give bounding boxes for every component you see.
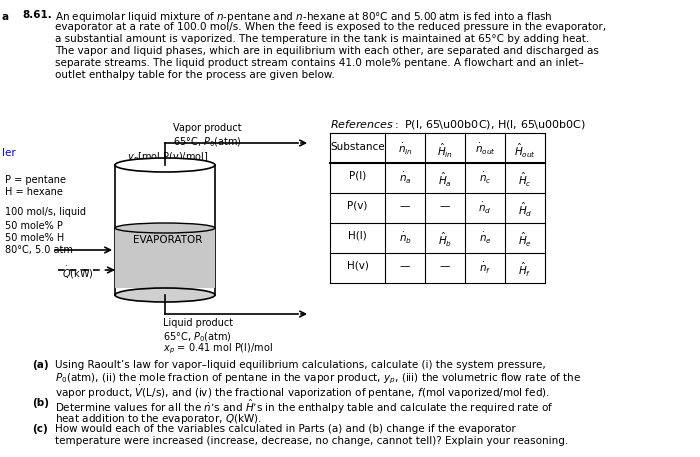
Text: $\it{References:}$ P(l, 65\u00b0C), H(l, 65\u00b0C): $\it{References:}$ P(l, 65\u00b0C), H(l,…: [330, 118, 586, 131]
Text: 50 mole% H: 50 mole% H: [5, 233, 64, 243]
Text: 100 mol/s, liquid: 100 mol/s, liquid: [5, 207, 86, 217]
Text: $\hat{H}_{in}$: $\hat{H}_{in}$: [437, 142, 453, 160]
Text: $\dot{Q}$(kW): $\dot{Q}$(kW): [62, 265, 94, 281]
Text: H(l): H(l): [348, 231, 367, 241]
Text: 8.61.: 8.61.: [22, 10, 52, 20]
Text: $\hat{H}_f$: $\hat{H}_f$: [518, 261, 532, 279]
Text: $\dot{n}_{in}$: $\dot{n}_{in}$: [398, 142, 412, 157]
Text: ler: ler: [2, 148, 15, 158]
Text: (a): (a): [32, 360, 48, 370]
Text: 80°C, 5.0 atm: 80°C, 5.0 atm: [5, 245, 73, 255]
Text: evaporator at a rate of 100.0 mol/s. When the feed is exposed to the reduced pre: evaporator at a rate of 100.0 mol/s. Whe…: [55, 22, 606, 32]
Text: An equimolar liquid mixture of $n$-pentane and $n$-hexane at 80°C and 5.00 atm i: An equimolar liquid mixture of $n$-penta…: [55, 10, 552, 24]
Text: a: a: [2, 12, 9, 22]
Text: $\dot{n}_b$: $\dot{n}_b$: [398, 231, 412, 246]
Text: FLASH: FLASH: [151, 223, 185, 233]
Text: How would each of the variables calculated in Parts (a) and (b) change if the ev: How would each of the variables calculat…: [55, 424, 516, 434]
Text: $x_p$ = 0.41 mol P(l)/mol: $x_p$ = 0.41 mol P(l)/mol: [163, 342, 273, 356]
Text: H(v): H(v): [346, 261, 368, 271]
Text: Using Raoult’s law for vapor–liquid equilibrium calculations, calculate (i) the : Using Raoult’s law for vapor–liquid equi…: [55, 360, 546, 370]
Text: —: —: [440, 261, 450, 271]
Text: $\hat{H}_{out}$: $\hat{H}_{out}$: [514, 142, 536, 160]
Text: vapor product, $\dot{V}$(L/s), and (iv) the fractional vaporization of pentane, : vapor product, $\dot{V}$(L/s), and (iv) …: [55, 384, 550, 401]
Ellipse shape: [115, 288, 215, 302]
Text: $\hat{H}_b$: $\hat{H}_b$: [438, 231, 452, 249]
Text: $\dot{n}_e$: $\dot{n}_e$: [479, 231, 491, 246]
Ellipse shape: [115, 223, 215, 233]
Text: $\hat{H}_d$: $\hat{H}_d$: [518, 201, 532, 219]
Text: temperature were increased (increase, decrease, no change, cannot tell)? Explain: temperature were increased (increase, de…: [55, 436, 568, 446]
Text: $\dot{n}_c$: $\dot{n}_c$: [479, 171, 491, 186]
Text: outlet enthalpy table for the process are given below.: outlet enthalpy table for the process ar…: [55, 70, 335, 80]
Text: $\dot{n}_{out}$: $\dot{n}_{out}$: [475, 142, 496, 157]
Text: —: —: [400, 201, 410, 211]
Text: $P_0$(atm), (ii) the mole fraction of pentane in the vapor product, $y_p$, (iii): $P_0$(atm), (ii) the mole fraction of pe…: [55, 372, 581, 387]
Text: separate streams. The liquid product stream contains 41.0 mole% pentane. A flowc: separate streams. The liquid product str…: [55, 58, 584, 68]
Bar: [115, 228, 215, 288]
Text: Vapor product: Vapor product: [173, 123, 242, 133]
Text: 65°C, $P_0$(atm): 65°C, $P_0$(atm): [163, 330, 232, 344]
Text: (b): (b): [32, 398, 49, 408]
Text: Liquid product: Liquid product: [163, 318, 233, 328]
Text: —: —: [440, 201, 450, 211]
Text: $\hat{H}_e$: $\hat{H}_e$: [518, 231, 532, 249]
Text: The vapor and liquid phases, which are in equilibrium with each other, are separ: The vapor and liquid phases, which are i…: [55, 46, 599, 56]
Text: EVAPORATOR: EVAPORATOR: [133, 235, 203, 245]
Text: a substantial amount is vaporized. The temperature in the tank is maintained at : a substantial amount is vaporized. The t…: [55, 34, 589, 44]
Text: P = pentane: P = pentane: [5, 175, 66, 185]
Text: heat addition to the evaporator, $\dot{Q}$(kW).: heat addition to the evaporator, $\dot{Q…: [55, 410, 262, 427]
Text: $\dot{n}_a$: $\dot{n}_a$: [399, 171, 412, 186]
Text: P(l): P(l): [349, 171, 366, 181]
Text: $\dot{n}_f$: $\dot{n}_f$: [479, 261, 491, 276]
Text: 65°C, $P_0$(atm): 65°C, $P_0$(atm): [173, 135, 242, 149]
Text: —: —: [400, 261, 410, 271]
Bar: [115, 165, 215, 295]
Ellipse shape: [115, 158, 215, 172]
Text: $\hat{H}_a$: $\hat{H}_a$: [438, 171, 452, 189]
Text: Determine values for all the $\dot{n}$’s and $\hat{H}$’s in the enthalpy table a: Determine values for all the $\dot{n}$’s…: [55, 398, 554, 416]
Text: $\dot{n}_d$: $\dot{n}_d$: [478, 201, 491, 216]
Text: Substance: Substance: [330, 142, 385, 152]
Text: H = hexane: H = hexane: [5, 187, 63, 197]
Text: $\hat{H}_c$: $\hat{H}_c$: [518, 171, 532, 189]
Text: P(v): P(v): [347, 201, 368, 211]
Text: 50 mole% P: 50 mole% P: [5, 221, 63, 231]
Text: (c): (c): [32, 424, 48, 434]
Text: $y_p$[mol P(v)/mol]: $y_p$[mol P(v)/mol]: [127, 151, 209, 165]
